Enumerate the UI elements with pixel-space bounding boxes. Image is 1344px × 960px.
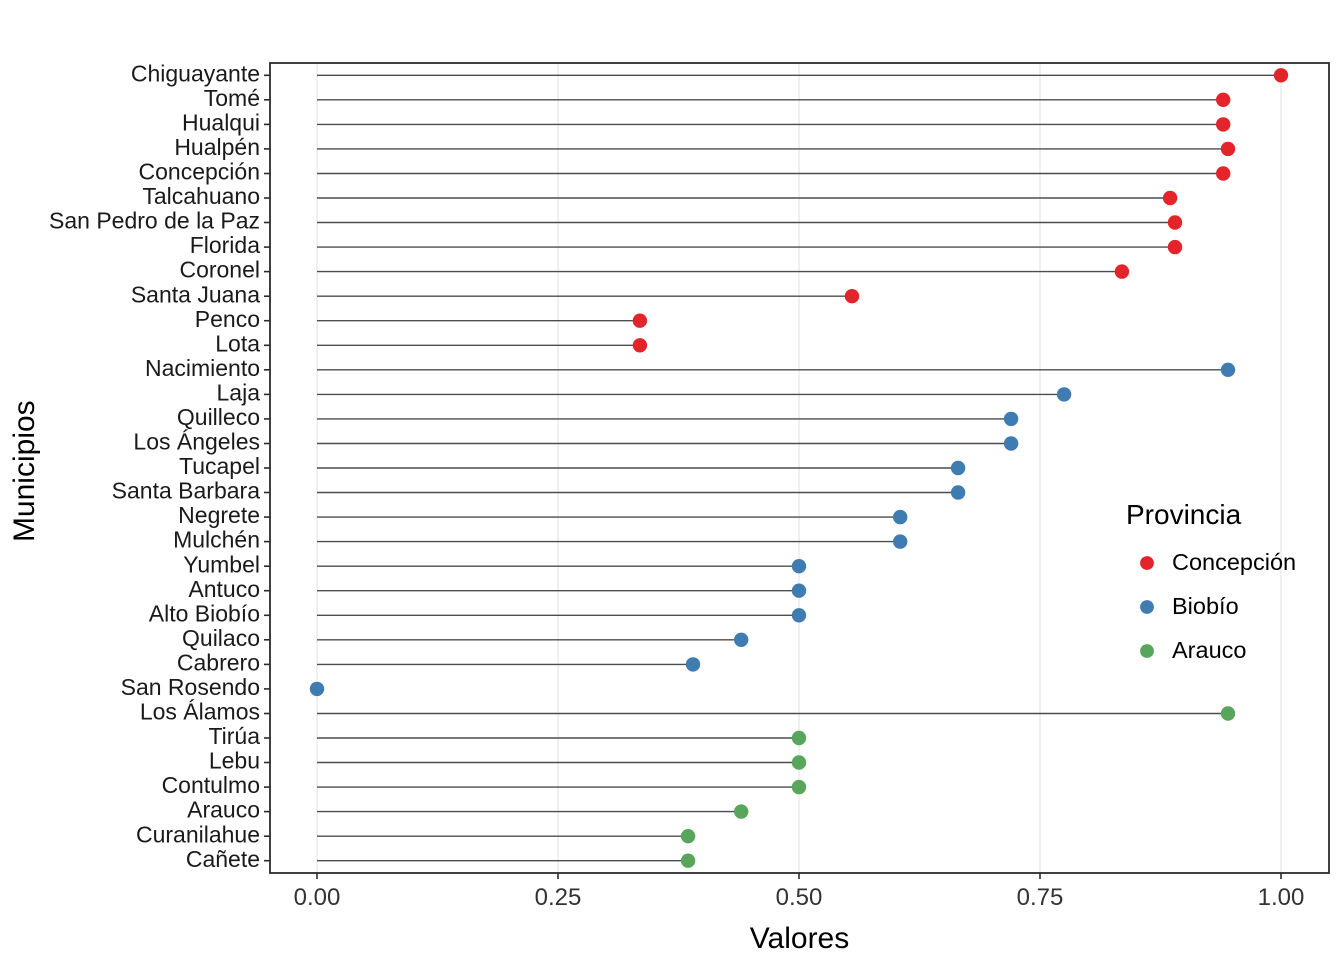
svg-text:Yumbel: Yumbel: [183, 551, 260, 577]
svg-text:Antuco: Antuco: [188, 576, 260, 602]
svg-text:Arauco: Arauco: [1172, 637, 1246, 663]
svg-text:Cañete: Cañete: [186, 846, 260, 872]
svg-text:Cabrero: Cabrero: [177, 649, 260, 675]
svg-text:Chiguayante: Chiguayante: [131, 60, 260, 86]
svg-text:Coronel: Coronel: [179, 257, 260, 283]
svg-text:Santa Barbara: Santa Barbara: [112, 478, 261, 504]
svg-text:Talcahuano: Talcahuano: [142, 183, 260, 209]
svg-text:Concepción: Concepción: [1172, 549, 1296, 575]
svg-text:Los Ángeles: Los Ángeles: [133, 429, 260, 455]
svg-text:Laja: Laja: [217, 379, 261, 405]
svg-text:Provincia: Provincia: [1126, 499, 1242, 530]
svg-text:Tomé: Tomé: [204, 85, 260, 111]
svg-text:Nacimiento: Nacimiento: [145, 355, 260, 381]
svg-text:Alto Biobío: Alto Biobío: [149, 600, 260, 626]
svg-text:Hualpén: Hualpén: [174, 134, 260, 160]
svg-text:0.50: 0.50: [776, 884, 823, 911]
svg-text:Florida: Florida: [190, 232, 261, 258]
svg-text:Concepción: Concepción: [139, 159, 260, 185]
svg-text:Los Álamos: Los Álamos: [140, 699, 260, 725]
svg-text:Municipios: Municipios: [8, 400, 41, 542]
svg-text:Arauco: Arauco: [187, 797, 260, 823]
svg-text:Penco: Penco: [195, 306, 260, 332]
svg-text:Biobío: Biobío: [1172, 593, 1239, 619]
svg-text:Hualqui: Hualqui: [182, 109, 260, 135]
svg-text:Santa Juana: Santa Juana: [131, 281, 260, 307]
svg-text:Tucapel: Tucapel: [179, 453, 260, 479]
svg-text:Quilleco: Quilleco: [177, 404, 260, 430]
svg-text:Tirúa: Tirúa: [208, 723, 260, 749]
svg-text:San Rosendo: San Rosendo: [121, 674, 260, 700]
svg-text:San Pedro de la Paz: San Pedro de la Paz: [49, 208, 260, 234]
svg-text:Quilaco: Quilaco: [182, 625, 260, 651]
svg-text:1.00: 1.00: [1258, 884, 1305, 911]
svg-text:Contulmo: Contulmo: [162, 772, 260, 798]
svg-text:Curanilahue: Curanilahue: [136, 821, 260, 847]
svg-text:Mulchén: Mulchén: [173, 527, 260, 553]
svg-text:0.00: 0.00: [294, 884, 341, 911]
svg-text:Negrete: Negrete: [178, 502, 260, 528]
svg-text:Lebu: Lebu: [209, 748, 260, 774]
svg-text:Lota: Lota: [215, 330, 260, 356]
svg-text:0.75: 0.75: [1017, 884, 1064, 911]
svg-text:0.25: 0.25: [535, 884, 582, 911]
svg-text:Valores: Valores: [750, 922, 850, 955]
